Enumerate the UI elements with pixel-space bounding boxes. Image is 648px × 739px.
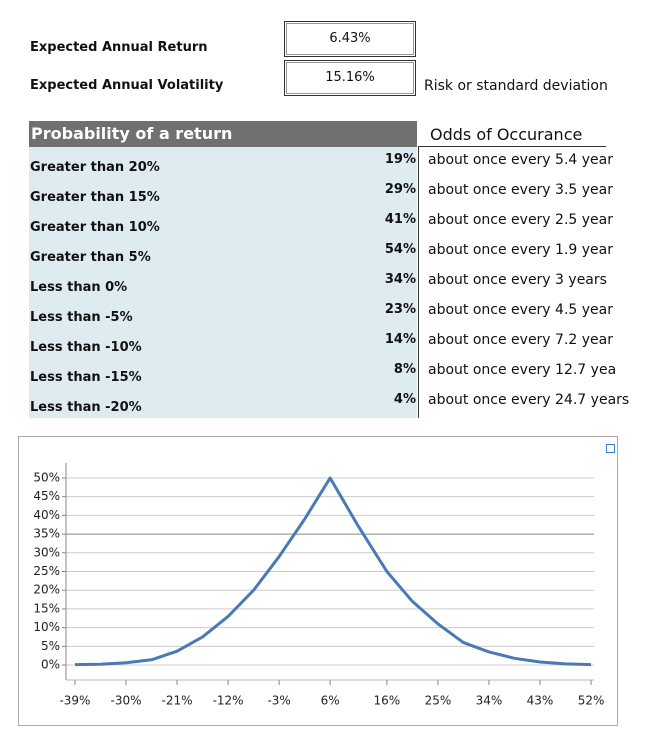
y-tick-label: 15% [33,601,60,615]
x-tick-label: -12% [213,694,244,708]
row-probability: 41% [384,212,416,227]
input-label: Expected Annual Volatility [30,78,224,93]
row-odds: about once every 1.9 year [428,242,613,258]
x-tick-label: -30% [111,694,142,708]
line [74,476,592,667]
row-label: Less than -20% [30,400,142,415]
row-odds: about once every 3 years [428,272,607,288]
x-tick-label: 16% [374,694,401,708]
x-tick-label: 34% [476,694,503,708]
table-bg [29,147,417,418]
row-odds: about once every 2.5 year [428,212,613,228]
row-probability: 54% [384,242,416,257]
row-label: Less than -5% [30,310,133,325]
chart: 0% 5% 10% 15% 20% 25% 30% 35% 40% 45% 50% -39% -30% -… [33,463,605,708]
row-probability: 8% [393,362,416,377]
input-label: Expected Annual Return [30,40,208,55]
row-label: Greater than 15% [30,190,160,205]
row-odds: about once every 24.7 years [428,392,630,408]
header-rule [418,146,606,147]
y-tick-label: 40% [33,508,60,522]
row-probability: 19% [384,152,416,167]
chart-frame: 0% 5% 10% 15% 20% 25% 30% 35% 40% 45% 50% -39% -30% -… [18,436,618,726]
row-label: Less than -10% [30,340,142,355]
y-tick-label: 45% [33,489,60,503]
input-box[interactable]: 15.16% [284,60,416,96]
x-tick-label: 6% [321,694,340,708]
x-tick-label: -3% [267,694,290,708]
row-odds: about once every 12.7 yea [428,362,617,378]
row-label: Greater than 5% [30,250,151,265]
table-header: Probability of a return [31,124,233,143]
y-tick-label: 20% [33,583,60,597]
row-probability: 14% [384,332,416,347]
row-probability: 4% [393,392,416,407]
row-odds: about once every 3.5 year [428,182,613,198]
x-tick-label: 52% [578,694,605,708]
odds-header: Odds of Occurance [430,125,583,144]
row-probability: 23% [384,302,416,317]
note: Risk or standard deviation [424,78,608,94]
divider [418,147,419,418]
row-odds: about once every 4.5 year [428,302,613,318]
y-tick-label: 30% [33,545,60,559]
y-tick-label: 0% [41,658,60,672]
y-tick-label: 50% [33,470,60,484]
input-box[interactable]: 6.43% [284,21,416,57]
x-tick-label: 43% [527,694,554,708]
x-tick-label: -21% [162,694,193,708]
row-label: Greater than 20% [30,160,160,175]
row-label: Greater than 10% [30,220,160,235]
row-probability: 29% [384,182,416,197]
row-label: Less than 0% [30,280,128,295]
row-probability: 34% [384,272,416,287]
x-tick-label: 25% [425,694,452,708]
y-tick-label: 5% [41,639,60,653]
x-tick-label: -39% [59,694,90,708]
row-label: Less than -15% [30,370,142,385]
y-tick-label: 10% [33,620,60,634]
y-tick-label: 25% [33,564,60,578]
row-odds: about once every 5.4 year [428,152,613,168]
row-odds: about once every 7.2 year [428,332,613,348]
y-tick-label: 35% [33,527,60,541]
table-header-bg [29,121,417,147]
resize-handle[interactable] [606,444,615,453]
